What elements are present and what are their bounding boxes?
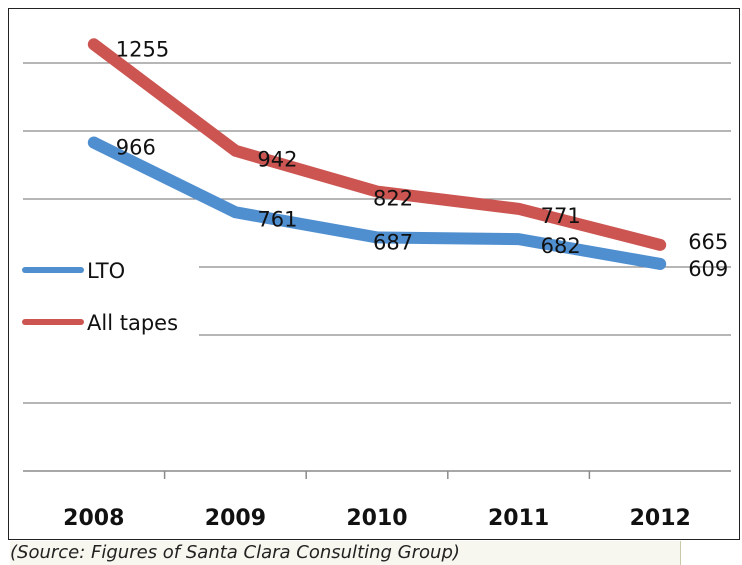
data-label: 682 xyxy=(541,234,581,258)
data-label: 761 xyxy=(257,207,297,231)
data-label: 665 xyxy=(688,230,728,254)
series-line-all-tapes xyxy=(87,38,667,251)
data-label: 609 xyxy=(688,257,728,281)
x-tick-label: 2009 xyxy=(205,506,266,531)
series-line-lto xyxy=(87,136,667,270)
data-label: 687 xyxy=(373,230,413,254)
line-chart: 2008 2009 2010 2011 2012 966 761 687 682 609 1255 9… xyxy=(22,37,731,531)
data-label: 1255 xyxy=(116,37,169,61)
x-tick-label: 2012 xyxy=(630,506,691,531)
source-note: (Source: Figures of Santa Clara Consulti… xyxy=(10,541,681,565)
chart-frame: 2008 2009 2010 2011 2012 966 761 687 682 609 1255 9… xyxy=(8,8,740,540)
legend-label: LTO xyxy=(87,259,125,283)
data-label: 942 xyxy=(257,148,297,172)
x-tick-label: 2008 xyxy=(63,506,124,531)
x-tick-label: 2011 xyxy=(488,506,549,531)
x-tick-label: 2010 xyxy=(346,506,407,531)
legend-label: All tapes xyxy=(87,311,178,335)
data-label: 822 xyxy=(373,187,413,211)
data-label: 966 xyxy=(116,136,156,160)
data-label: 771 xyxy=(541,204,581,228)
